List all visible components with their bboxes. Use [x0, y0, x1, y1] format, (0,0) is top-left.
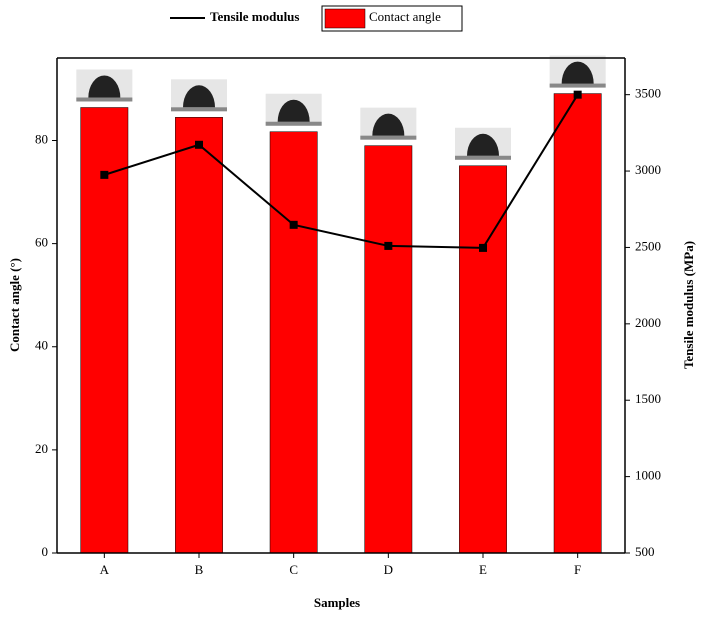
y2-tick-label: 3500: [635, 86, 661, 101]
line-marker: [195, 140, 203, 149]
legend-frame: [321, 5, 463, 32]
line-marker: [289, 220, 298, 229]
legend-swatch: [324, 8, 366, 29]
bar: [364, 145, 413, 554]
y-tick-label: 40: [35, 338, 48, 353]
droplet: [277, 99, 310, 122]
line-marker: [100, 170, 109, 179]
bar: [80, 107, 129, 554]
bar: [459, 165, 507, 554]
droplet-substrate: [455, 155, 511, 160]
x-tick-label: F: [574, 562, 581, 577]
y2-tick-label: 2500: [635, 238, 661, 253]
line: [104, 94, 579, 249]
droplet: [183, 85, 215, 108]
y-axis-title: Contact angle (°): [7, 258, 22, 352]
droplet-substrate: [549, 83, 606, 88]
droplet-substrate: [76, 97, 133, 102]
y-tick-label: 0: [42, 544, 49, 559]
x-tick-label: E: [479, 562, 487, 577]
droplet: [88, 75, 121, 98]
line-marker: [573, 90, 582, 99]
droplet: [467, 133, 499, 156]
x-axis-title: Samples: [314, 595, 360, 610]
line-marker: [479, 243, 487, 252]
x-tick-label: A: [100, 562, 110, 577]
y2-tick-label: 3000: [635, 162, 661, 177]
y2-axis-title: Tensile modulus (MPa): [681, 241, 696, 369]
legend-label: Tensile modulus: [210, 9, 299, 24]
legend-label: Contact angle: [369, 9, 441, 24]
droplet-substrate: [360, 135, 417, 140]
x-tick-label: B: [195, 562, 204, 577]
bar: [553, 93, 602, 554]
bar: [175, 117, 223, 554]
droplet: [561, 61, 594, 84]
y-tick-label: 20: [35, 441, 48, 456]
y-tick-label: 80: [35, 131, 48, 146]
bar: [269, 131, 318, 554]
droplet: [372, 113, 405, 136]
y2-tick-label: 500: [635, 544, 655, 559]
y2-tick-label: 1500: [635, 391, 661, 406]
y2-tick-label: 2000: [635, 315, 661, 330]
x-tick-label: D: [384, 562, 393, 577]
x-tick-label: C: [289, 562, 298, 577]
droplet-substrate: [171, 107, 227, 112]
y2-tick-label: 1000: [635, 468, 661, 483]
droplet-substrate: [265, 121, 322, 126]
line-marker: [384, 241, 393, 250]
y-tick-label: 60: [35, 235, 48, 250]
